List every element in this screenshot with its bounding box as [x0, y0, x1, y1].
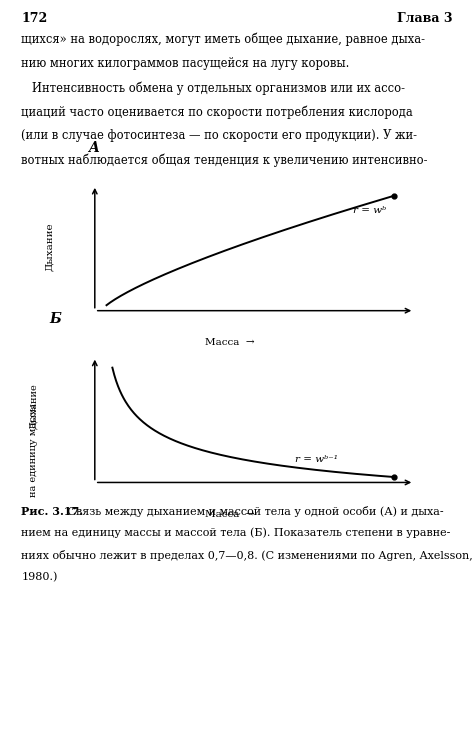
Text: Рис. 3.17.: Рис. 3.17. [21, 506, 83, 517]
Text: Связь между дыханием и массой тела у одной особи (А) и дыха-: Связь между дыханием и массой тела у одн… [64, 506, 444, 517]
Text: Б: Б [50, 312, 62, 326]
Text: вотных наблюдается общая тенденция к увеличению интенсивно-: вотных наблюдается общая тенденция к уве… [21, 154, 428, 167]
Text: 1980.): 1980.) [21, 572, 58, 582]
Text: ниях обычно лежит в пределах 0,7—0,8. (С изменениями по Agren, Axelsson,: ниях обычно лежит в пределах 0,7—0,8. (С… [21, 550, 473, 561]
Text: на единицу массы: на единицу массы [29, 404, 38, 497]
Text: Масса  →: Масса → [205, 338, 255, 347]
Text: Масса  →: Масса → [205, 510, 255, 519]
Text: циаций часто оценивается по скорости потребления кислорода: циаций часто оценивается по скорости пот… [21, 105, 413, 118]
Text: нием на единицу массы и массой тела (Б). Показатель степени в уравне-: нием на единицу массы и массой тела (Б).… [21, 528, 451, 538]
Text: A: A [88, 140, 99, 155]
Text: r = wᵇ: r = wᵇ [353, 206, 386, 216]
Text: Дыхание: Дыхание [29, 383, 38, 428]
Text: Интенсивность обмена у отдельных организмов или их ассо-: Интенсивность обмена у отдельных организ… [21, 81, 405, 94]
Text: Дыхание: Дыхание [45, 222, 54, 271]
Text: r = wᵇ⁻¹: r = wᵇ⁻¹ [295, 455, 337, 464]
Text: Глава 3: Глава 3 [397, 12, 453, 26]
Text: (или в случае фотосинтеза — по скорости его продукции). У жи-: (или в случае фотосинтеза — по скорости … [21, 129, 417, 143]
Text: нию многих килограммов пасущейся на лугу коровы.: нию многих килограммов пасущейся на лугу… [21, 57, 350, 70]
Text: 172: 172 [21, 12, 47, 26]
Text: щихся» на водорослях, могут иметь общее дыхание, равное дыха-: щихся» на водорослях, могут иметь общее … [21, 33, 425, 46]
